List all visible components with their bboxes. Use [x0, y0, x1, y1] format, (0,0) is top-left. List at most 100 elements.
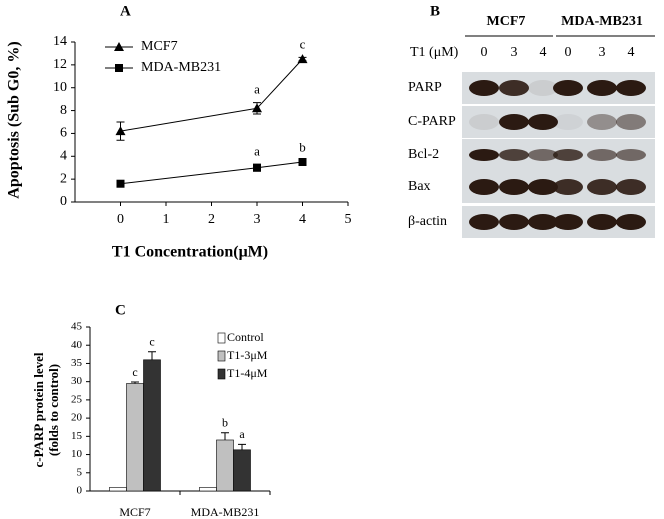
y-axis-label: Apoptosis (Sub G0, %)	[6, 41, 23, 198]
legend-label: MCF7	[141, 39, 178, 54]
bar	[233, 449, 251, 492]
dose: 0	[481, 45, 488, 60]
significance-label: c	[132, 365, 137, 379]
marker	[252, 103, 262, 113]
band	[553, 214, 583, 230]
bar	[199, 487, 217, 492]
x-tick-label: 1	[163, 212, 170, 227]
x-tick-label: 4	[299, 212, 306, 227]
band	[528, 114, 558, 130]
y-tick-label: 35	[71, 357, 83, 369]
legend-swatch	[217, 332, 226, 344]
panel-title: C	[115, 302, 126, 318]
dose: 4	[540, 45, 547, 60]
marker	[116, 179, 125, 188]
y-tick-label: 20	[71, 412, 83, 424]
marker	[297, 54, 308, 64]
band	[616, 214, 646, 230]
error-bar	[238, 443, 246, 450]
cell-line-label: MCF7	[487, 14, 526, 29]
x-tick-label: 3	[254, 212, 261, 227]
error-bar	[221, 432, 229, 440]
band	[469, 149, 499, 161]
band	[528, 80, 558, 96]
significance-label: a	[254, 143, 260, 158]
band	[553, 114, 583, 130]
bar	[143, 359, 161, 492]
band	[553, 149, 583, 161]
x-tick-label: 0	[117, 212, 124, 227]
marker	[253, 163, 261, 172]
x-tick-label: MCF7	[119, 505, 150, 519]
band	[528, 214, 558, 230]
dose-label: T1 (μM)	[410, 45, 459, 60]
y-tick-label: 30	[71, 375, 83, 387]
legend-swatch	[217, 368, 226, 380]
legend-marker	[114, 42, 124, 51]
band	[469, 179, 499, 195]
x-tick-label: 5	[345, 212, 352, 227]
y-axis-label: c-PARP protein level	[31, 352, 46, 467]
y-tick-label: 0	[60, 194, 67, 209]
bar	[126, 383, 144, 492]
y-tick-label: 25	[71, 393, 83, 405]
y-tick-label: 8	[60, 103, 67, 118]
significance-label: c	[300, 36, 306, 51]
bar	[109, 487, 127, 492]
y-tick-label: 5	[77, 466, 83, 478]
band	[469, 80, 499, 96]
band	[499, 80, 529, 96]
band	[587, 114, 617, 130]
legend-label: MDA-MB231	[141, 60, 221, 75]
y-tick-label: 14	[53, 34, 67, 49]
significance-label: a	[254, 82, 260, 97]
dose: 3	[511, 45, 518, 60]
band	[469, 214, 499, 230]
significance-label: c	[149, 335, 154, 349]
band	[616, 80, 646, 96]
panel-title: A	[120, 3, 131, 19]
error-bar	[131, 381, 139, 384]
significance-label: b	[222, 415, 228, 429]
band	[553, 80, 583, 96]
y-tick-label: 0	[77, 485, 83, 497]
band	[587, 149, 617, 161]
marker	[115, 126, 126, 136]
band	[499, 214, 529, 230]
x-tick-label: MDA-MB231	[191, 505, 260, 519]
row-label: Bcl-2	[408, 147, 439, 162]
band	[587, 214, 617, 230]
x-axis-label: T1 Concentration(μM)	[112, 244, 268, 261]
y-tick-label: 12	[53, 57, 67, 72]
y-tick-label: 10	[71, 448, 83, 460]
significance-label: b	[299, 139, 306, 154]
y-tick-label: 6	[60, 126, 67, 141]
band	[616, 149, 646, 161]
band	[528, 149, 558, 161]
y-tick-label: 10	[53, 80, 67, 95]
legend-label: T1-3μM	[227, 348, 268, 362]
dose: 3	[599, 45, 606, 60]
band	[616, 114, 646, 130]
band	[469, 114, 499, 130]
y-axis-label: (folds to control)	[46, 364, 61, 456]
x-tick-label: 2	[208, 212, 215, 227]
band	[499, 179, 529, 195]
row-label: Bax	[408, 179, 431, 194]
row-label: C-PARP	[408, 114, 456, 129]
row-label: β-actin	[408, 214, 447, 229]
y-tick-label: 45	[71, 321, 83, 333]
marker	[298, 158, 307, 166]
legend-swatch	[217, 350, 226, 362]
y-tick-label: 15	[71, 430, 83, 442]
band	[587, 80, 617, 96]
panel-title: B	[430, 3, 440, 19]
cell-line-label: MDA-MB231	[561, 14, 643, 29]
row-label: PARP	[408, 80, 442, 95]
legend-marker	[115, 64, 123, 72]
dose: 0	[565, 45, 572, 60]
y-tick-label: 2	[60, 171, 67, 186]
series-line	[120, 161, 303, 185]
significance-label: a	[239, 427, 245, 441]
